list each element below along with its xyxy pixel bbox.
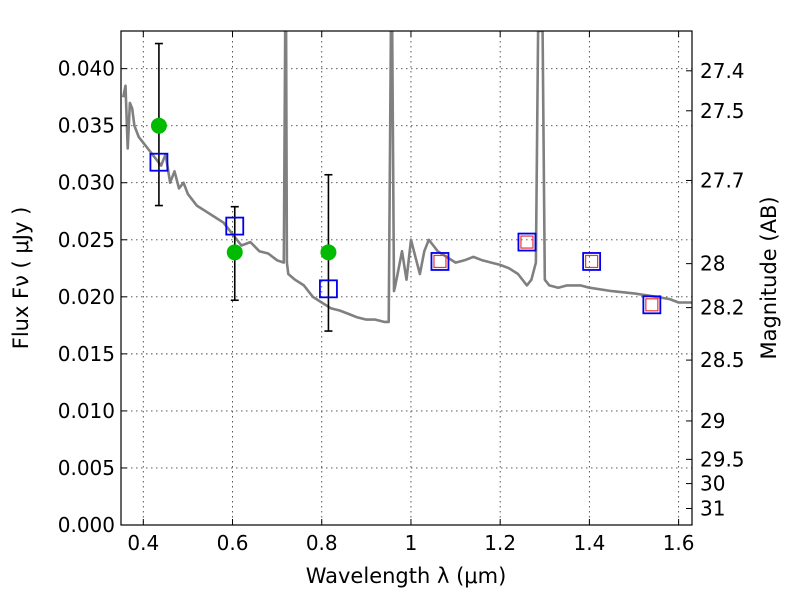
y-tick-label: 0.015 — [58, 342, 115, 366]
model-box — [225, 216, 245, 236]
observed-point — [226, 244, 243, 261]
right-tick-label: 27.5 — [700, 99, 745, 123]
grid — [121, 31, 692, 526]
right-tick-label: 29 — [700, 409, 725, 433]
y-tick-label: 0.005 — [58, 456, 115, 480]
model-box — [582, 252, 602, 271]
model-box — [642, 295, 662, 315]
model-box — [430, 252, 450, 271]
x-tick-label: 1.4 — [573, 531, 605, 555]
y-tick-label: 0.040 — [58, 57, 115, 81]
inner-box — [645, 298, 659, 312]
x-tick-label: 1.2 — [484, 531, 516, 555]
y-tick-label: 0.035 — [58, 114, 115, 138]
x-tick-label: 0.8 — [306, 531, 338, 555]
x-tick-label: 1 — [405, 531, 418, 555]
model-box — [149, 152, 169, 172]
y-tick-label: 0.020 — [58, 285, 115, 309]
right-tick-label: 27.4 — [700, 59, 745, 83]
inner-box — [585, 254, 599, 269]
right-tick-label: 27.7 — [700, 168, 745, 192]
right-tick-label: 28.5 — [700, 348, 745, 372]
right-axis-title: Magnitude (AB) — [757, 196, 781, 359]
y-tick-label: 0.010 — [58, 399, 115, 423]
inner-box — [433, 254, 447, 269]
y-tick-label: 0.030 — [58, 171, 115, 195]
right-tick-label: 31 — [700, 497, 725, 521]
right-tick-label: 28 — [700, 252, 725, 276]
model-box — [319, 279, 338, 299]
y-tick-label: 0.025 — [58, 228, 115, 252]
right-tick-label: 28.2 — [700, 296, 745, 320]
observed-point — [150, 117, 167, 134]
x-tick-label: 0.6 — [217, 531, 249, 555]
right-tick-label: 29.5 — [700, 447, 745, 471]
right-tick-label: 30 — [700, 472, 725, 496]
plot-area — [121, 31, 692, 332]
x-tick-label: 1.6 — [663, 531, 695, 555]
y-axis-title: Flux Fν ( μJy ) — [9, 207, 33, 350]
inner-box — [520, 235, 534, 249]
x-axis-title: Wavelength λ (μm) — [306, 564, 507, 588]
x-tick-label: 0.4 — [127, 531, 159, 555]
plot-frame — [120, 30, 693, 526]
y-tick-label: 0.000 — [58, 513, 115, 537]
sed-model-line — [121, 31, 692, 324]
axis-ticks: 0.4 0.6 0.8 1 1.2 1.4 1.6 0.000 0.005 0.010 0.015 0… — [58, 31, 745, 555]
model-box — [517, 232, 537, 252]
observed-point — [320, 244, 337, 261]
